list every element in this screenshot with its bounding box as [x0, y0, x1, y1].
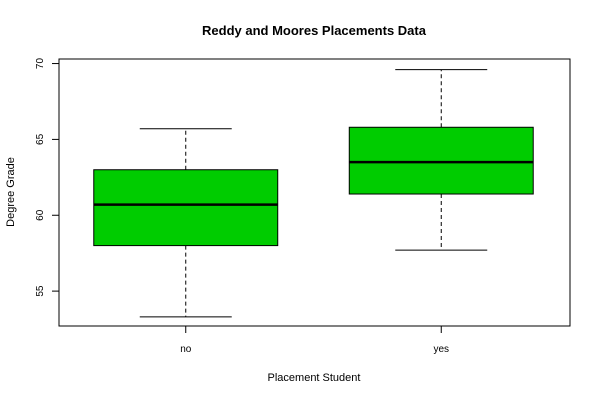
y-axis-label: Degree Grade: [5, 157, 17, 227]
x-axis-label: Placement Student: [268, 372, 361, 384]
y-tick-label: 55: [35, 285, 46, 297]
y-tick-label: 60: [35, 209, 46, 221]
plot-frame: [58, 58, 571, 327]
chart-title: Reddy and Moores Placements Data: [202, 23, 427, 38]
box-body: [93, 169, 279, 247]
box-yes: [348, 69, 534, 251]
box-no: [93, 128, 279, 318]
y-tick-label: 65: [35, 133, 46, 145]
box-body: [348, 126, 534, 195]
x-tick-label: yes: [433, 344, 449, 355]
x-axis: no yes: [180, 326, 449, 355]
x-tick-label: no: [180, 344, 192, 355]
y-axis: 55 60 65 70: [35, 58, 59, 297]
y-tick-label: 70: [35, 58, 46, 70]
boxplot-series: [93, 69, 534, 318]
